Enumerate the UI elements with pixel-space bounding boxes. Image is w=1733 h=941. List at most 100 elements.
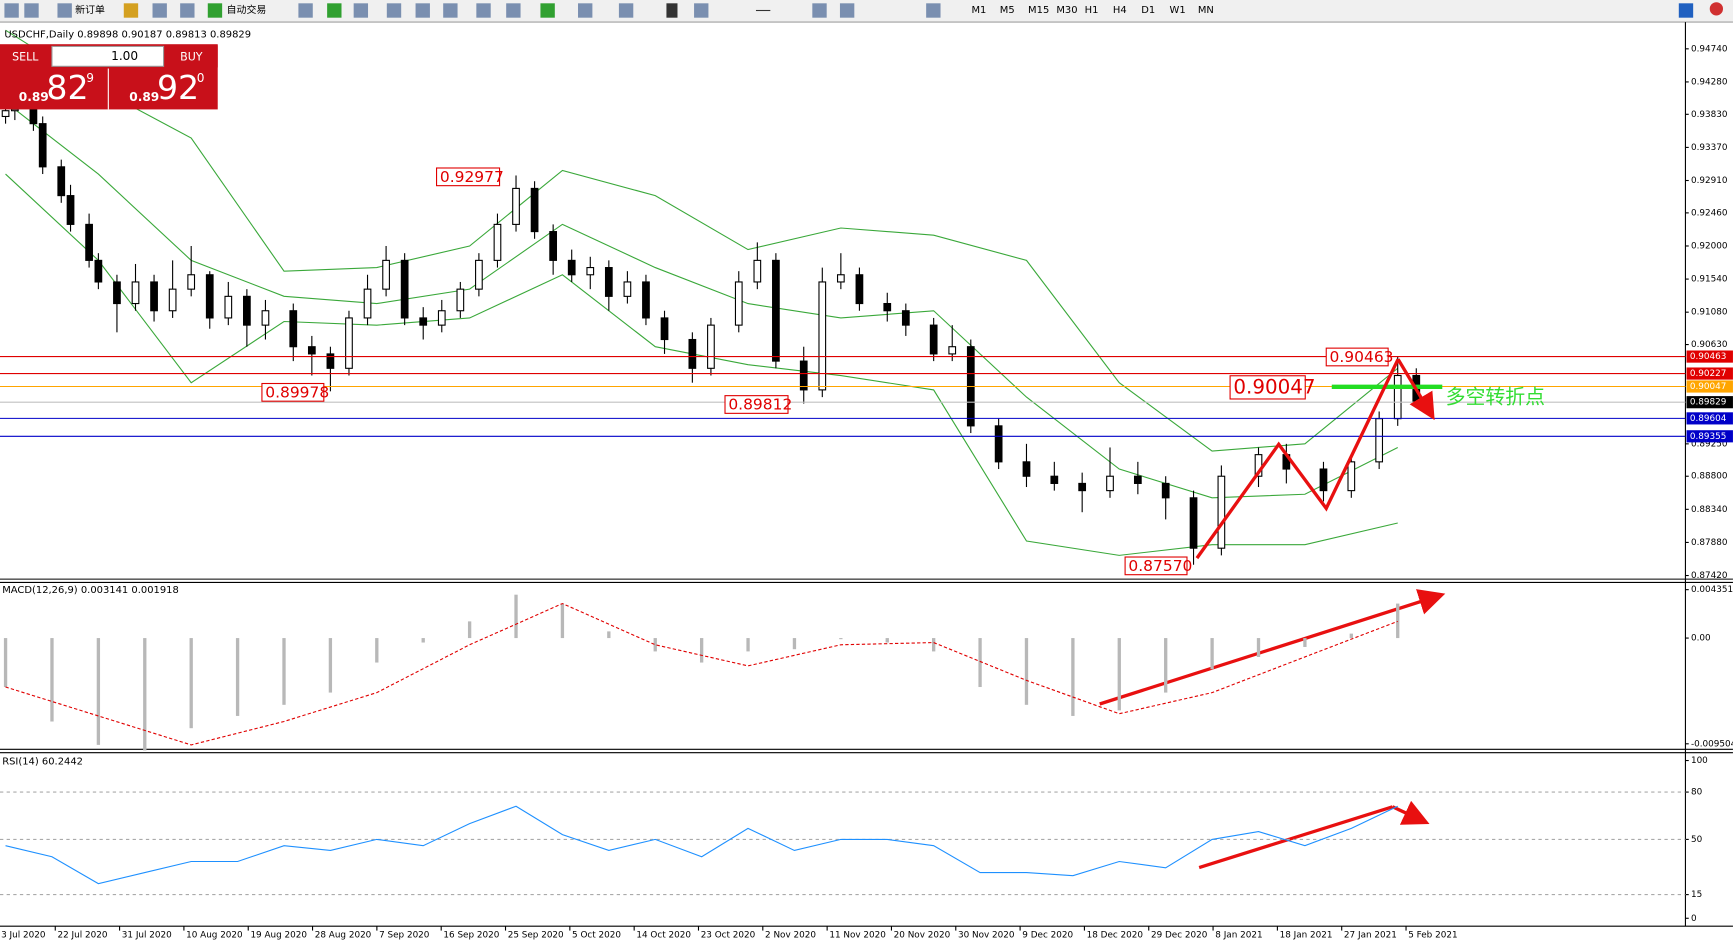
candle-body (707, 324, 715, 369)
chart-header: USDCHF,Daily 0.89898 0.90187 0.89813 0.8… (4, 29, 251, 40)
icon[interactable] (694, 3, 709, 18)
candle-body (38, 123, 47, 168)
date-label: 14 Oct 2020 (636, 930, 691, 940)
candle-body (1106, 475, 1114, 492)
date-label: 29 Dec 2020 (1151, 930, 1208, 940)
candle-body (456, 288, 465, 312)
candle-body (1078, 482, 1087, 492)
y-tick-label: 0 (1691, 914, 1697, 924)
toolbar (0, 0, 1733, 23)
icon[interactable] (755, 9, 771, 12)
icon[interactable] (578, 3, 593, 18)
macd-bar (560, 603, 565, 639)
date-label: 16 Sep 2020 (443, 930, 499, 940)
search[interactable] (1678, 3, 1694, 18)
candle-body (475, 259, 483, 290)
date-label: 23 Oct 2020 (701, 930, 756, 940)
timeframe[interactable]: M1 (971, 5, 986, 16)
macd-bar (1349, 633, 1353, 639)
buy-label[interactable]: BUY (180, 50, 203, 63)
bollinger-lower (5, 173, 1398, 556)
icon[interactable] (123, 3, 139, 18)
timeframe[interactable]: MN (1198, 5, 1214, 16)
icon[interactable] (180, 3, 195, 18)
y-tick-label: 15 (1691, 890, 1702, 900)
date-label: 7 Sep 2020 (379, 930, 430, 940)
annotation: 0.92977 (440, 168, 504, 186)
icon[interactable] (298, 3, 313, 18)
price-label: 0.89829 (1690, 398, 1727, 408)
arrow (1195, 358, 1400, 560)
timeframe[interactable]: M15 (1028, 5, 1049, 16)
price-label-bg (1686, 396, 1733, 409)
buy-button[interactable] (165, 45, 218, 68)
timeframe[interactable]: D1 (1141, 5, 1155, 16)
new-order[interactable]: 新订单 (75, 3, 105, 16)
icon[interactable] (812, 3, 827, 18)
candle-body (94, 259, 103, 283)
date-label: 25 Sep 2020 (508, 930, 564, 940)
icon[interactable] (839, 3, 855, 18)
icon[interactable] (506, 3, 521, 18)
icon[interactable] (57, 3, 72, 18)
candle-body (1022, 461, 1031, 477)
candle-body (1189, 497, 1198, 549)
pivot-text: 多空转折点 (1446, 385, 1545, 408)
macd-bar (421, 638, 425, 643)
macd-bar (699, 638, 704, 663)
candle-body (642, 281, 650, 319)
buy-small: 0 (197, 71, 205, 85)
price-label-bg (1686, 412, 1733, 425)
indicator-panels: 0.004351 0.00 -0.009504 100 80 50 15 0 3 Jul 202… (0, 585, 1733, 940)
icon[interactable] (207, 3, 223, 18)
buy-prefix: 0.89 (129, 90, 159, 104)
y-tick-label: 50 (1691, 835, 1703, 845)
icon[interactable] (24, 3, 39, 18)
timeframe[interactable]: W1 (1170, 5, 1186, 16)
macd-bar (978, 638, 982, 688)
macd-bar (885, 638, 889, 643)
icon[interactable] (353, 3, 369, 18)
icon[interactable] (443, 3, 458, 18)
candle-body (799, 360, 808, 391)
icon[interactable] (327, 3, 342, 18)
timeframe[interactable]: H4 (1113, 5, 1127, 16)
icon[interactable] (476, 3, 491, 18)
y-tick-label: 0.92460 (1691, 208, 1728, 218)
icon[interactable] (666, 3, 678, 18)
candle-body (1050, 475, 1059, 484)
icon[interactable] (540, 3, 555, 18)
rsi-header: RSI(14) 60.2442 (2, 756, 83, 767)
toolbar-icons (4, 2, 1724, 18)
date-label: 10 Aug 2020 (186, 930, 243, 940)
candle-body (623, 281, 632, 297)
timeframe[interactable]: H1 (1085, 5, 1099, 16)
lots-box[interactable] (51, 45, 165, 67)
price-label-bg (1686, 380, 1733, 393)
sell-label[interactable]: SELL (12, 50, 39, 63)
icon[interactable] (926, 3, 941, 18)
y-tick-label: 0.004351 (1691, 585, 1733, 595)
annotation-box (724, 395, 789, 414)
candle-body (29, 108, 38, 125)
price-label-bg (1686, 430, 1733, 443)
notification[interactable] (1709, 2, 1724, 16)
icon[interactable] (4, 3, 19, 18)
lots[interactable]: 1.00 (111, 49, 138, 63)
price-label: 0.90047 (1690, 382, 1727, 392)
auto-trading[interactable]: 自动交易 (227, 3, 267, 16)
timeframe[interactable]: M5 (1000, 5, 1015, 16)
timeframe[interactable]: M30 (1056, 5, 1077, 16)
candle-body (150, 281, 158, 312)
candle-body (131, 281, 140, 305)
macd-bar (1024, 638, 1029, 705)
y-tick-label: 0.00 (1691, 634, 1711, 644)
icon[interactable] (415, 3, 430, 18)
icon[interactable] (386, 3, 402, 18)
candle-body (493, 223, 502, 261)
macd-bar (143, 638, 147, 751)
sell-button[interactable] (0, 45, 50, 68)
icon[interactable] (152, 3, 167, 18)
icon[interactable] (618, 3, 634, 18)
